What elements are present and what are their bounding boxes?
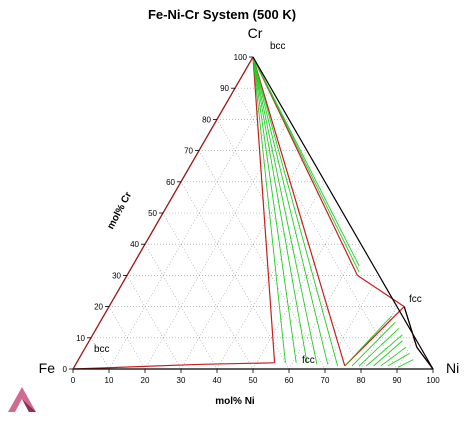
tick-label-cr: 70 [184,147,193,156]
tie-line [344,315,392,367]
tie-line [252,56,360,267]
axis-right [252,56,434,370]
tick-label-ni: 60 [285,376,294,385]
tick-label-cr: 80 [202,115,211,124]
tie-line [252,56,360,273]
annotation-bcc-top: bcc [270,41,286,52]
tie-line [373,340,403,367]
tick-labels: 0 10 20 30 40 50 60 70 80 90 100 0 10 20 30 40 50 60 70 80 9… [63,53,441,385]
tick-label-ni: 40 [213,376,222,385]
tick-label-cr: 40 [130,240,139,249]
tick-label-ni: 30 [177,376,186,385]
grid-line-fe [144,244,218,370]
tick-label-ni: 10 [105,376,114,385]
tie-line [397,359,414,368]
tick-label-cr: 0 [63,365,68,374]
tick-label-cr: 100 [234,53,248,62]
phase-boundary [403,306,434,370]
grid-line-fe [234,88,398,370]
grid-line-fe [126,275,182,370]
chart-title: Fe-Ni-Cr System (500 K) [148,7,296,22]
tie-line [252,56,318,365]
grid-line-ni [252,212,344,370]
phase-boundary [357,274,405,308]
grid-line-fe [108,306,146,370]
tick-label-ni: 100 [426,376,440,385]
axis-label-cr: mol% Cr [105,190,134,231]
phase-boundary [252,56,346,367]
annotation-bcc-bottom: bcc [94,344,110,355]
tie-line [380,346,407,367]
grid-line-fe [198,150,326,370]
tick-label-ni: 70 [321,376,330,385]
tick-label-ni: 20 [141,376,150,385]
grid [90,87,416,370]
tick-label-cr: 60 [166,178,175,187]
tie-line [252,56,286,363]
tie-line [366,334,403,367]
annotation-fcc-middle: fcc [302,355,315,366]
grid-line-fe [216,119,362,370]
grid-line-ni [180,150,308,370]
vertex-label-ni: Ni [446,360,459,376]
tie-line [358,328,400,367]
tie-line [351,321,396,367]
tick-label-cr: 30 [112,271,121,280]
tick-label-ni: 90 [393,376,402,385]
grid-line-fe [180,181,290,370]
grid-line-ni [108,88,272,370]
tie-lines [252,56,414,368]
tick-label-ni: 0 [71,376,76,385]
axis-label-ni: mol% Ni [215,396,255,407]
tick-label-ni: 80 [357,376,366,385]
tick-label-cr: 10 [76,334,85,343]
phase-boundary [252,56,276,363]
grid-line-fe [90,337,110,370]
grid-line-ni [396,337,416,370]
fcc-boundary [403,306,434,370]
phase-boundary [72,362,275,370]
phase-boundary [252,56,358,276]
vertex-label-cr: Cr [248,25,263,41]
logo-icon [8,387,36,412]
tie-line [252,56,339,367]
tick-label-cr: 20 [94,303,103,312]
grid-line-fe [162,212,254,370]
tie-line [252,56,329,365]
tie-line [252,56,308,363]
tick-label-cr: 50 [148,209,157,218]
tick-label-cr: 90 [220,84,229,93]
vertex-label-fe: Fe [39,360,56,376]
phase-boundary [344,306,405,367]
tie-line [252,56,297,363]
annotation-fcc-right: fcc [409,294,422,305]
tie-line [387,353,410,367]
tick-label-ni: 50 [249,376,258,385]
